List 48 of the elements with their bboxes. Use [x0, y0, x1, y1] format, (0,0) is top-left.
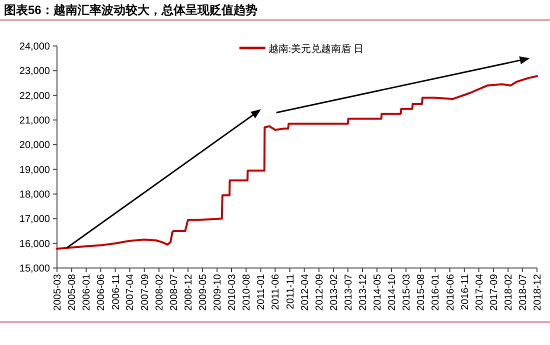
x-tick-label: 2010-03: [226, 274, 238, 311]
y-tick-label: 21,000: [19, 116, 50, 126]
x-tick-label: 2011-11: [285, 274, 296, 310]
x-tick-label: 2011-06: [270, 274, 282, 310]
x-tick-label: 2014-05: [372, 274, 384, 311]
x-tick-label: 2018-07: [518, 274, 529, 311]
x-tick-label: 2009-05: [198, 274, 209, 311]
y-tick-label: 19,000: [19, 164, 50, 176]
y-tick-label: 15,000: [19, 264, 50, 274]
x-tick-label: 2015-03: [401, 274, 412, 311]
x-tick-label: 2017-09: [488, 274, 500, 311]
x-tick-label: 2005-08: [67, 274, 78, 311]
chart-title: 图表56：越南汇率波动较大，总体呈现贬值趋势: [4, 3, 258, 17]
x-tick-label: 2009-10: [212, 274, 224, 311]
y-tick-label: 16,000: [19, 238, 50, 250]
y-tick-label: 24,000: [19, 42, 50, 52]
y-tick-label: 20,000: [19, 140, 50, 152]
y-tick-label: 23,000: [19, 66, 50, 78]
x-tick-label: 2018-12: [532, 274, 544, 311]
x-tick-label: 2017-04: [474, 274, 486, 311]
x-tick-label: 2008-07: [168, 274, 180, 311]
x-tick-label: 2015-08: [416, 274, 428, 311]
x-tick-label: 2012-04: [300, 274, 311, 311]
x-tick-label: 2007-04: [125, 274, 136, 311]
x-tick-label: 2018-02: [504, 274, 515, 311]
x-tick-label: 2008-02: [154, 274, 166, 311]
x-tick-label: 2013-02: [329, 274, 340, 311]
y-tick-label: 18,000: [19, 190, 50, 200]
x-tick-label: 2005-03: [52, 274, 64, 311]
x-tick-label: 2014-10: [387, 274, 398, 311]
x-tick-label: 2016-06: [445, 274, 456, 311]
y-tick-label: 22,000: [19, 90, 50, 102]
x-tick-label: 2006-11: [110, 274, 122, 310]
x-tick-label: 2011-01: [256, 274, 268, 310]
legend: 越南:美元兑越南盾 日: [239, 44, 364, 55]
x-tick-label: 2016-01: [430, 274, 442, 311]
x-tick-label: 2013-07: [343, 274, 354, 311]
x-tick-label: 2006-06: [96, 274, 108, 311]
line-series: [56, 75, 538, 250]
x-tick-label: 2013-12: [358, 274, 370, 311]
x-tick-label: 2016-11: [460, 274, 471, 310]
x-tick-label: 2010-08: [242, 274, 253, 311]
x-tick-label: 2012-09: [314, 274, 326, 311]
x-tick-label: 2007-09: [140, 274, 151, 311]
legend-label: 越南:美元兑越南盾 日: [268, 43, 364, 55]
x-tick-label: 2006-01: [82, 274, 93, 311]
x-tick-label: 2008-12: [184, 274, 195, 311]
y-tick-label: 17,000: [19, 214, 50, 226]
